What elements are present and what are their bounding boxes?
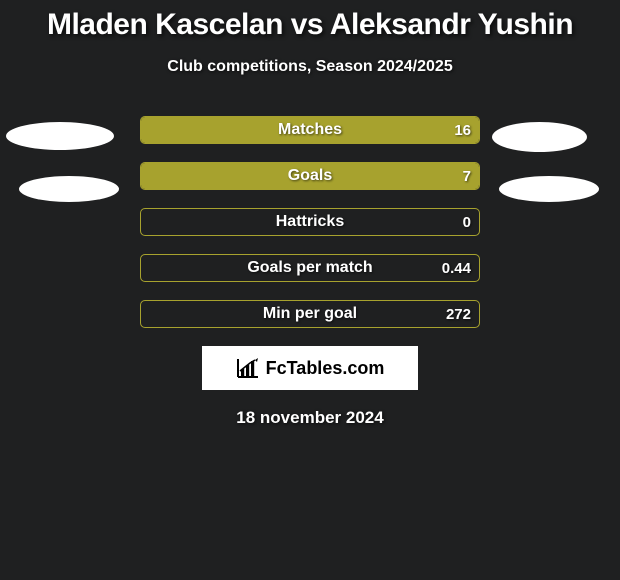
subtitle: Club competitions, Season 2024/2025 xyxy=(0,58,620,76)
stat-bar-value: 7 xyxy=(463,163,471,189)
logo-box: FcTables.com xyxy=(202,346,418,390)
stat-bar-value: 0.44 xyxy=(442,255,471,281)
stat-bar-goals: Goals 7 xyxy=(140,162,480,190)
logo-text: FcTables.com xyxy=(266,358,385,379)
player-silhouette xyxy=(6,122,114,150)
stat-bar-label: Min per goal xyxy=(141,301,479,327)
stat-bar-matches: Matches 16 xyxy=(140,116,480,144)
stat-bar-value: 0 xyxy=(463,209,471,235)
stat-bar-label: Goals xyxy=(141,163,479,189)
stat-bar-value: 16 xyxy=(454,117,471,143)
stat-bar-min-per-goal: Min per goal 272 xyxy=(140,300,480,328)
stat-bar-label: Matches xyxy=(141,117,479,143)
player-silhouette xyxy=(499,176,599,202)
stats-infographic: Mladen Kascelan vs Aleksandr Yushin Club… xyxy=(0,0,620,580)
page-title: Mladen Kascelan vs Aleksandr Yushin xyxy=(0,0,620,42)
date-text: 18 november 2024 xyxy=(0,408,620,428)
stat-bar-hattricks: Hattricks 0 xyxy=(140,208,480,236)
stat-bar-goals-per-match: Goals per match 0.44 xyxy=(140,254,480,282)
player-silhouette xyxy=(19,176,119,202)
stat-bar-label: Hattricks xyxy=(141,209,479,235)
player-silhouette xyxy=(492,122,587,152)
bar-chart-icon xyxy=(236,357,260,379)
stat-bar-label: Goals per match xyxy=(141,255,479,281)
stat-bar-value: 272 xyxy=(446,301,471,327)
